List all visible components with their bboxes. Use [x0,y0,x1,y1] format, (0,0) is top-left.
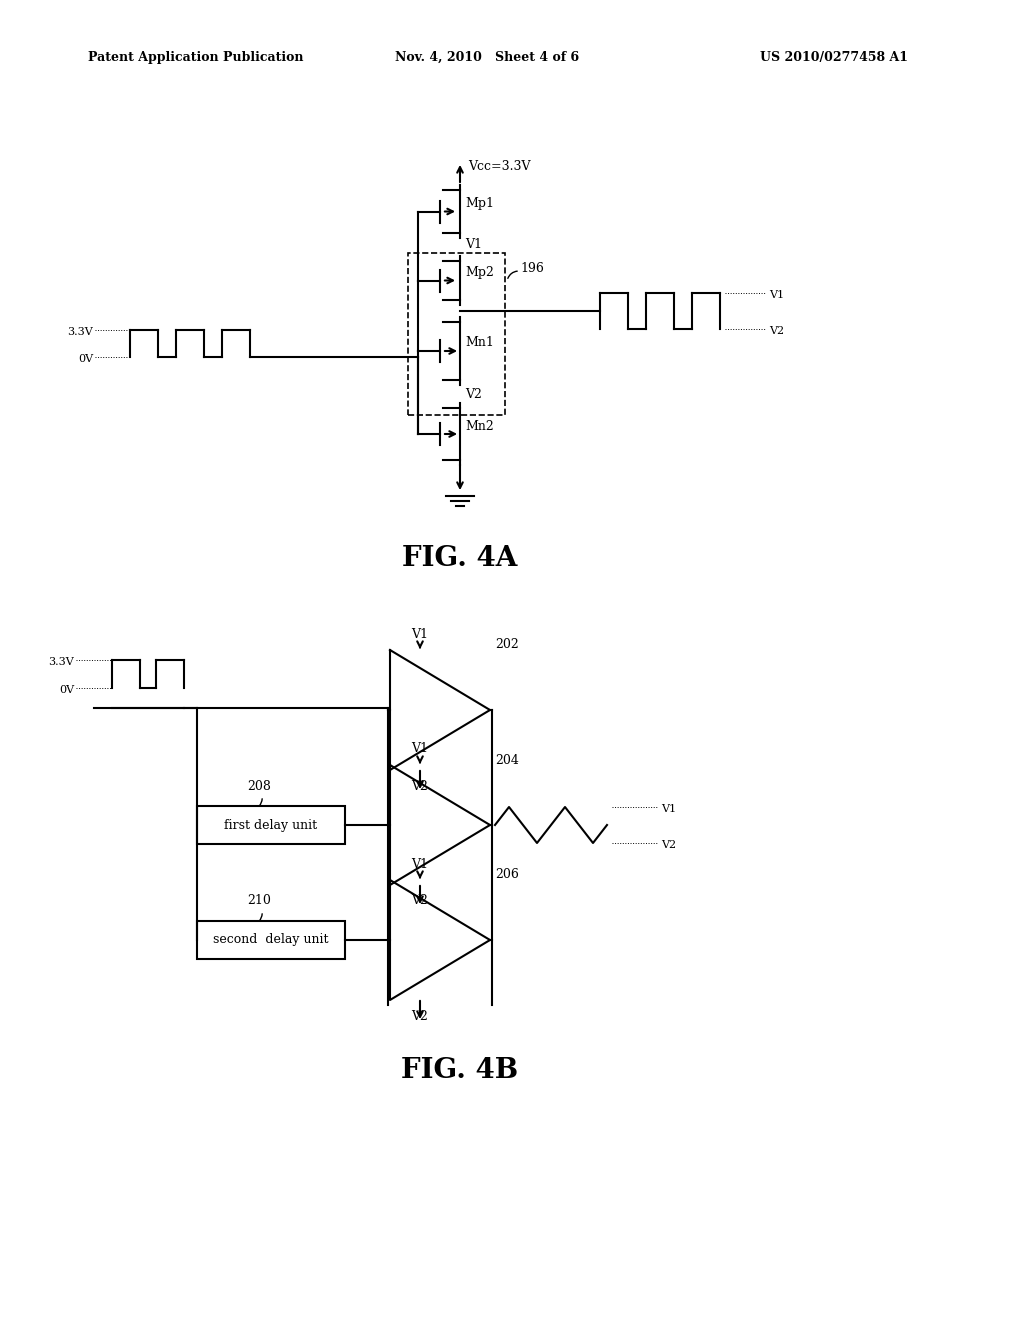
Text: FIG. 4A: FIG. 4A [402,544,518,572]
Text: Mn2: Mn2 [465,420,494,433]
Text: V1: V1 [412,742,428,755]
Text: V2: V2 [412,780,428,792]
Text: Mp1: Mp1 [465,197,494,210]
Text: US 2010/0277458 A1: US 2010/0277458 A1 [760,50,908,63]
Text: V1: V1 [412,627,428,640]
Text: 0V: 0V [78,354,93,364]
Text: Mn1: Mn1 [465,337,494,350]
Text: 202: 202 [495,639,519,652]
Text: V1: V1 [465,239,482,252]
Text: 3.3V: 3.3V [48,657,74,667]
Text: 206: 206 [495,869,519,882]
Text: second  delay unit: second delay unit [213,933,329,946]
Text: 196: 196 [520,261,544,275]
Text: 0V: 0V [58,685,74,696]
Text: FIG. 4B: FIG. 4B [401,1056,518,1084]
Bar [197,921,345,960]
Text: Patent Application Publication: Patent Application Publication [88,50,303,63]
Bar [197,807,345,843]
Text: 210: 210 [247,895,271,908]
Text: Vcc=3.3V: Vcc=3.3V [468,161,530,173]
Text: 208: 208 [247,780,271,792]
Text: V1: V1 [769,290,784,300]
Text: Nov. 4, 2010   Sheet 4 of 6: Nov. 4, 2010 Sheet 4 of 6 [395,50,580,63]
Text: V2: V2 [412,895,428,908]
Text: V2: V2 [769,326,784,337]
Text: V2: V2 [412,1010,428,1023]
Text: V1: V1 [662,804,676,814]
Text: V1: V1 [412,858,428,870]
Text: first delay unit: first delay unit [224,818,317,832]
Text: Mp2: Mp2 [465,267,494,279]
Bar [408,253,505,414]
Text: 204: 204 [495,754,519,767]
Text: V2: V2 [465,388,482,401]
Text: 3.3V: 3.3V [68,327,93,337]
Text: V2: V2 [662,840,676,850]
